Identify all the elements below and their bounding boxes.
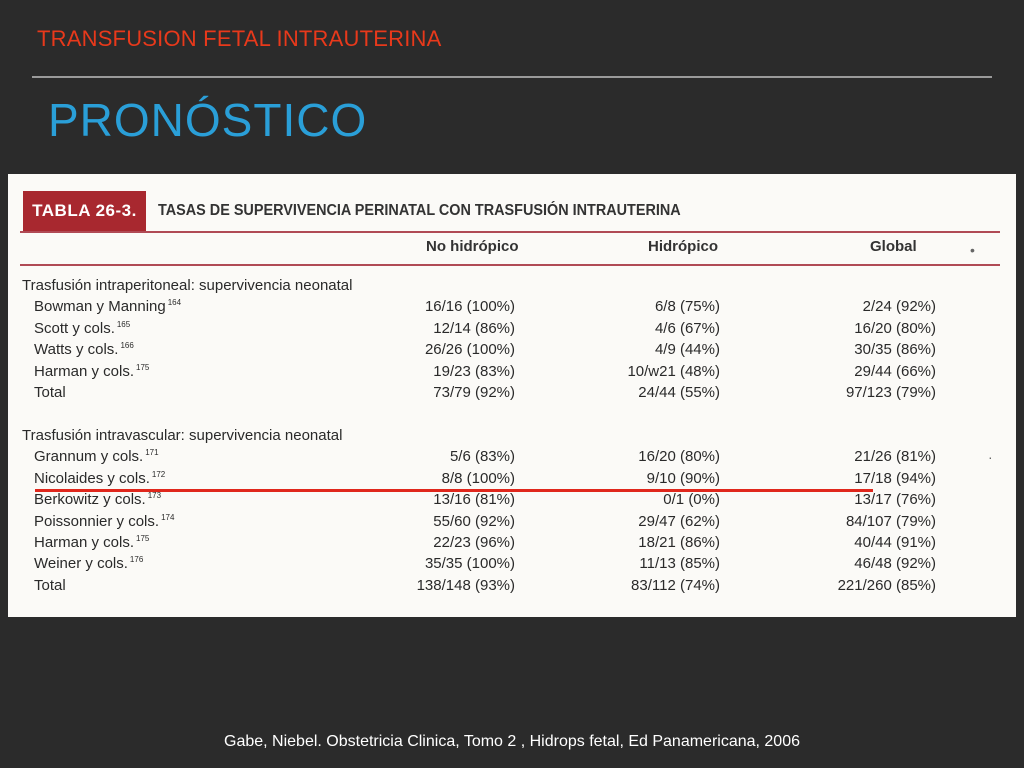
cell-non-hydropic: 35/35 (100%)	[424, 555, 515, 573]
table-image: TABLA 26-3. TASAS DE SUPERVIVENCIA PERIN…	[8, 174, 1016, 617]
cell-global: 13/17 (76%)	[854, 491, 936, 509]
highlight-line	[35, 489, 873, 492]
table-row: Poissonnier y cols. 174 55/60 (92%) 29/47 (…	[8, 513, 1016, 534]
table-row: Watts y cols. 166 26/26 (100%) 4/9 (44%) 30/…	[8, 341, 1016, 362]
column-header-global: Global	[870, 238, 917, 255]
study-name: Poissonnier y cols. 174	[34, 512, 175, 530]
reference-number: 176	[129, 555, 144, 565]
scan-dot: ·	[988, 449, 993, 465]
cell-non-hydropic: 55/60 (92%)	[433, 512, 515, 530]
cell-hydropic: 18/21 (86%)	[638, 534, 720, 551]
cell-hydropic: 16/20 (80%)	[638, 448, 720, 466]
reference-number: 171	[145, 448, 159, 458]
cell-global: 29/44 (66%)	[854, 362, 936, 380]
cell-non-hydropic: 73/79 (92%)	[433, 384, 515, 401]
slide-title: PRONÓSTICO	[48, 94, 368, 146]
cell-global: 17/18 (94%)	[854, 469, 936, 487]
study-name: Total	[34, 576, 66, 594]
reference-number: 166	[120, 341, 134, 351]
cell-hydropic: 11/13 (85%)	[639, 555, 720, 573]
reference-number: 165	[116, 319, 131, 329]
scan-dot: •	[970, 242, 975, 258]
table-row: Bowman y Manning 164 16/16 (100%) 6/8 (75%)…	[8, 298, 1016, 319]
table-row: Weiner y cols. 176 35/35 (100%) 11/13 (85%)…	[8, 555, 1016, 576]
cell-hydropic: 0/1 (0%)	[663, 491, 720, 509]
section-heading-text: Trasfusión intravascular: supervivencia …	[22, 427, 343, 444]
table-row: Harman y cols. 175 19/23 (83%) 10/w21 (48%)…	[8, 363, 1016, 384]
cell-non-hydropic: 16/16 (100%)	[424, 298, 515, 316]
cell-global: 84/107 (79%)	[845, 512, 936, 530]
cell-non-hydropic: 26/26 (100%)	[424, 341, 515, 359]
cell-hydropic: 29/47 (62%)	[638, 512, 720, 530]
study-name: Scott y cols. 165	[34, 319, 131, 337]
reference-number: 175	[136, 534, 150, 543]
slide-subtitle: TRANSFUSION FETAL INTRAUTERINA	[37, 26, 442, 51]
reference-number: 164	[167, 298, 182, 308]
table-row: Scott y cols. 165 12/14 (86%) 4/6 (67%) 16/2…	[8, 320, 1016, 341]
citation: Gabe, Niebel. Obstetricia Clinica, Tomo …	[224, 733, 800, 750]
top-divider	[32, 76, 992, 78]
study-name: Bowman y Manning 164	[34, 298, 182, 316]
table-row: Harman y cols. 175 22/23 (96%) 18/21 (86%) 4…	[8, 534, 1016, 555]
table-row: Total 138/148 (93%) 83/112 (74%) 221/260 (8…	[8, 577, 1016, 598]
cell-hydropic: 24/44 (55%)	[638, 384, 720, 401]
cell-global: 40/44 (91%)	[854, 534, 936, 551]
study-name: Harman y cols. 175	[34, 534, 150, 551]
cell-non-hydropic: 138/148 (93%)	[416, 576, 515, 594]
cell-global: 97/123 (79%)	[845, 384, 936, 401]
cell-non-hydropic: 13/16 (81%)	[433, 491, 515, 509]
section-heading-text: Trasfusión intraperitoneal: supervivenci…	[22, 277, 353, 294]
study-name: Harman y cols. 175	[34, 362, 150, 380]
caption-divider	[20, 231, 1000, 233]
cell-hydropic: 10/w21 (48%)	[627, 362, 720, 380]
table-caption: TASAS DE SUPERVIVENCIA PERINATAL CON TRA…	[158, 202, 681, 219]
study-name: Weiner y cols. 176	[34, 555, 144, 573]
cell-global: 46/48 (92%)	[854, 555, 936, 573]
cell-non-hydropic: 5/6 (83%)	[449, 448, 515, 466]
study-name: Watts y cols. 166	[34, 341, 134, 359]
cell-non-hydropic: 22/23 (96%)	[433, 534, 515, 551]
header-divider	[20, 264, 1000, 266]
study-name: Nicolaides y cols. 172	[34, 469, 166, 487]
study-name: Grannum y cols. 171	[34, 448, 159, 466]
table-row: Berkowitz y cols. 173 13/16 (81%) 0/1 (0%) 1…	[8, 491, 1016, 512]
column-header-non-hydropic: No hidrópico	[426, 238, 519, 255]
cell-non-hydropic: 8/8 (100%)	[441, 469, 515, 487]
table-row: Total 73/79 (92%) 24/44 (55%) 97/123 (79%)	[8, 384, 1016, 405]
cell-non-hydropic: 12/14 (86%)	[433, 319, 515, 337]
cell-global: 21/26 (81%)	[854, 448, 936, 466]
cell-hydropic: 4/9 (44%)	[654, 341, 720, 359]
reference-number: 173	[147, 491, 162, 501]
table-row: Grannum y cols. 171 5/6 (83%) 16/20 (80%) 21…	[8, 448, 1016, 469]
cell-global: 16/20 (80%)	[854, 319, 936, 337]
cell-hydropic: 6/8 (75%)	[654, 298, 720, 316]
cell-hydropic: 9/10 (90%)	[646, 469, 720, 487]
column-header-hydropic: Hidrópico	[648, 238, 718, 255]
study-name: Total	[34, 384, 66, 401]
reference-number: 172	[151, 469, 166, 479]
cell-hydropic: 4/6 (67%)	[654, 319, 720, 337]
reference-number: 175	[136, 362, 150, 372]
section-heading: Trasfusión intravascular: supervivencia …	[8, 427, 1016, 448]
table-badge: TABLA 26-3.	[23, 191, 146, 231]
cell-global: 30/35 (86%)	[854, 341, 936, 359]
cell-global: 2/24 (92%)	[862, 298, 936, 316]
cell-non-hydropic: 19/23 (83%)	[433, 362, 515, 380]
cell-global: 221/260 (85%)	[837, 576, 936, 594]
study-name: Berkowitz y cols. 173	[34, 491, 162, 509]
section-heading: Trasfusión intraperitoneal: supervivenci…	[8, 277, 1016, 298]
reference-number: 174	[161, 512, 175, 522]
cell-hydropic: 83/112 (74%)	[631, 576, 720, 594]
table-row: Nicolaides y cols. 172 8/8 (100%) 9/10 (90%…	[8, 470, 1016, 491]
